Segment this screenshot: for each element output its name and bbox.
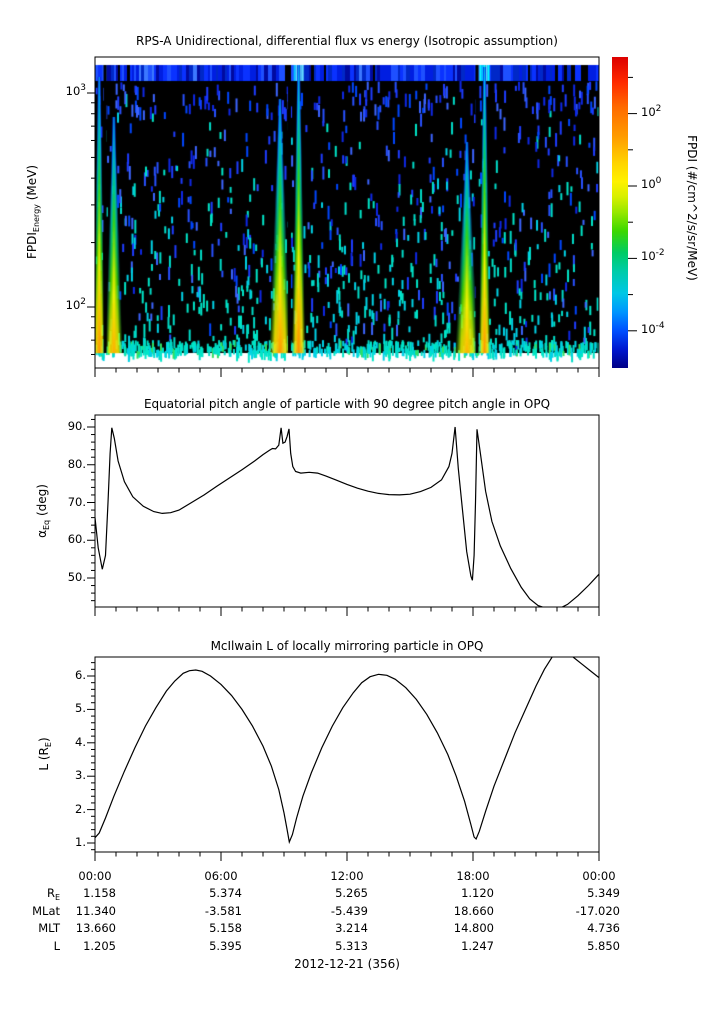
l-tick-label: 1.	[75, 835, 86, 849]
annotation-value: 1.120	[461, 886, 494, 900]
annotation-value: -5.439	[330, 904, 368, 918]
colorbar-tick-label: 100	[641, 176, 662, 191]
annotation-row-label: RE	[46, 886, 60, 902]
annotation-value: 5.374	[209, 886, 242, 900]
x-ticks	[94, 368, 600, 861]
annotation-value: 14.800	[453, 921, 494, 935]
panel2-title: Equatorial pitch angle of particle with …	[143, 397, 551, 411]
panel3-title: McIlwain L of locally mirroring particle…	[210, 639, 484, 653]
time-tick-label: 00:00	[582, 869, 616, 883]
mcilwain-l-curve	[95, 657, 599, 845]
l-tick-label: 2.	[75, 801, 86, 816]
time-tick-label: 18:00	[456, 869, 490, 883]
panel1-y-axis-label: FPDIEnergy (MeV)	[25, 164, 41, 260]
time-tick-label: 12:00	[330, 869, 364, 883]
l-tick-label: 3.	[75, 768, 86, 783]
energy-tick-label: 102	[65, 297, 86, 312]
annotation-value: -3.581	[204, 904, 242, 918]
energy-tick-label: 103	[65, 83, 86, 98]
annotation-value: 1.247	[461, 939, 494, 953]
annotation-value: 5.158	[209, 921, 242, 935]
time-tick-label: 06:00	[204, 869, 238, 883]
colorbar-tick-label: 10-2	[641, 248, 665, 264]
l-tick-label: 6.	[75, 668, 86, 682]
annotation-value: 1.205	[83, 939, 116, 953]
annotation-row-label: MLat	[32, 904, 60, 918]
pitch-tick-label: 80.	[67, 456, 86, 471]
panel3-frame	[94, 656, 600, 853]
annotation-value: 3.214	[335, 921, 368, 935]
annotation-value: 1.158	[83, 886, 116, 900]
annotation-row-label: MLT	[38, 921, 60, 935]
annotation-value: 18.660	[453, 904, 494, 918]
l-tick-label: 5.	[75, 701, 86, 716]
annotation-value: 5.265	[335, 886, 368, 900]
pitch-tick-label: 60.	[67, 532, 86, 547]
colorbar-tick-label: 102	[641, 103, 662, 119]
y-ticks	[87, 92, 95, 851]
pitch-tick-label: 50.	[67, 570, 86, 584]
pitch-angle-curve	[95, 426, 599, 607]
l-tick-label: 4.	[75, 734, 86, 749]
colorbar-ticks	[628, 76, 637, 332]
annotation-value: -17.020	[575, 904, 620, 918]
panel1-title: RPS-A Unidirectional, differential flux …	[136, 34, 558, 48]
annotation-value: 5.850	[587, 939, 620, 953]
pitch-tick-label: 70.	[67, 494, 86, 509]
pitch-tick-label: 90.	[67, 419, 86, 433]
time-tick-label: 00:00	[78, 869, 112, 883]
panel2-y-axis-label: αEq (deg)	[35, 484, 51, 538]
annotation-value: 5.349	[587, 886, 620, 900]
annotation-value: 5.395	[209, 939, 242, 953]
annotation-value: 11.340	[75, 904, 116, 918]
colorbar-canvas	[612, 57, 628, 368]
annotation-value: 5.313	[335, 939, 368, 953]
flux-spectrogram-canvas	[95, 57, 599, 368]
annotation-value: 4.736	[587, 921, 620, 935]
annotation-value: 13.660	[75, 921, 116, 935]
panel2-frame	[94, 414, 600, 608]
date-label: 2012-12-21 (356)	[294, 957, 400, 971]
annotation-row-label: L	[53, 939, 60, 953]
colorbar-tick-label: 10-4	[641, 320, 665, 336]
